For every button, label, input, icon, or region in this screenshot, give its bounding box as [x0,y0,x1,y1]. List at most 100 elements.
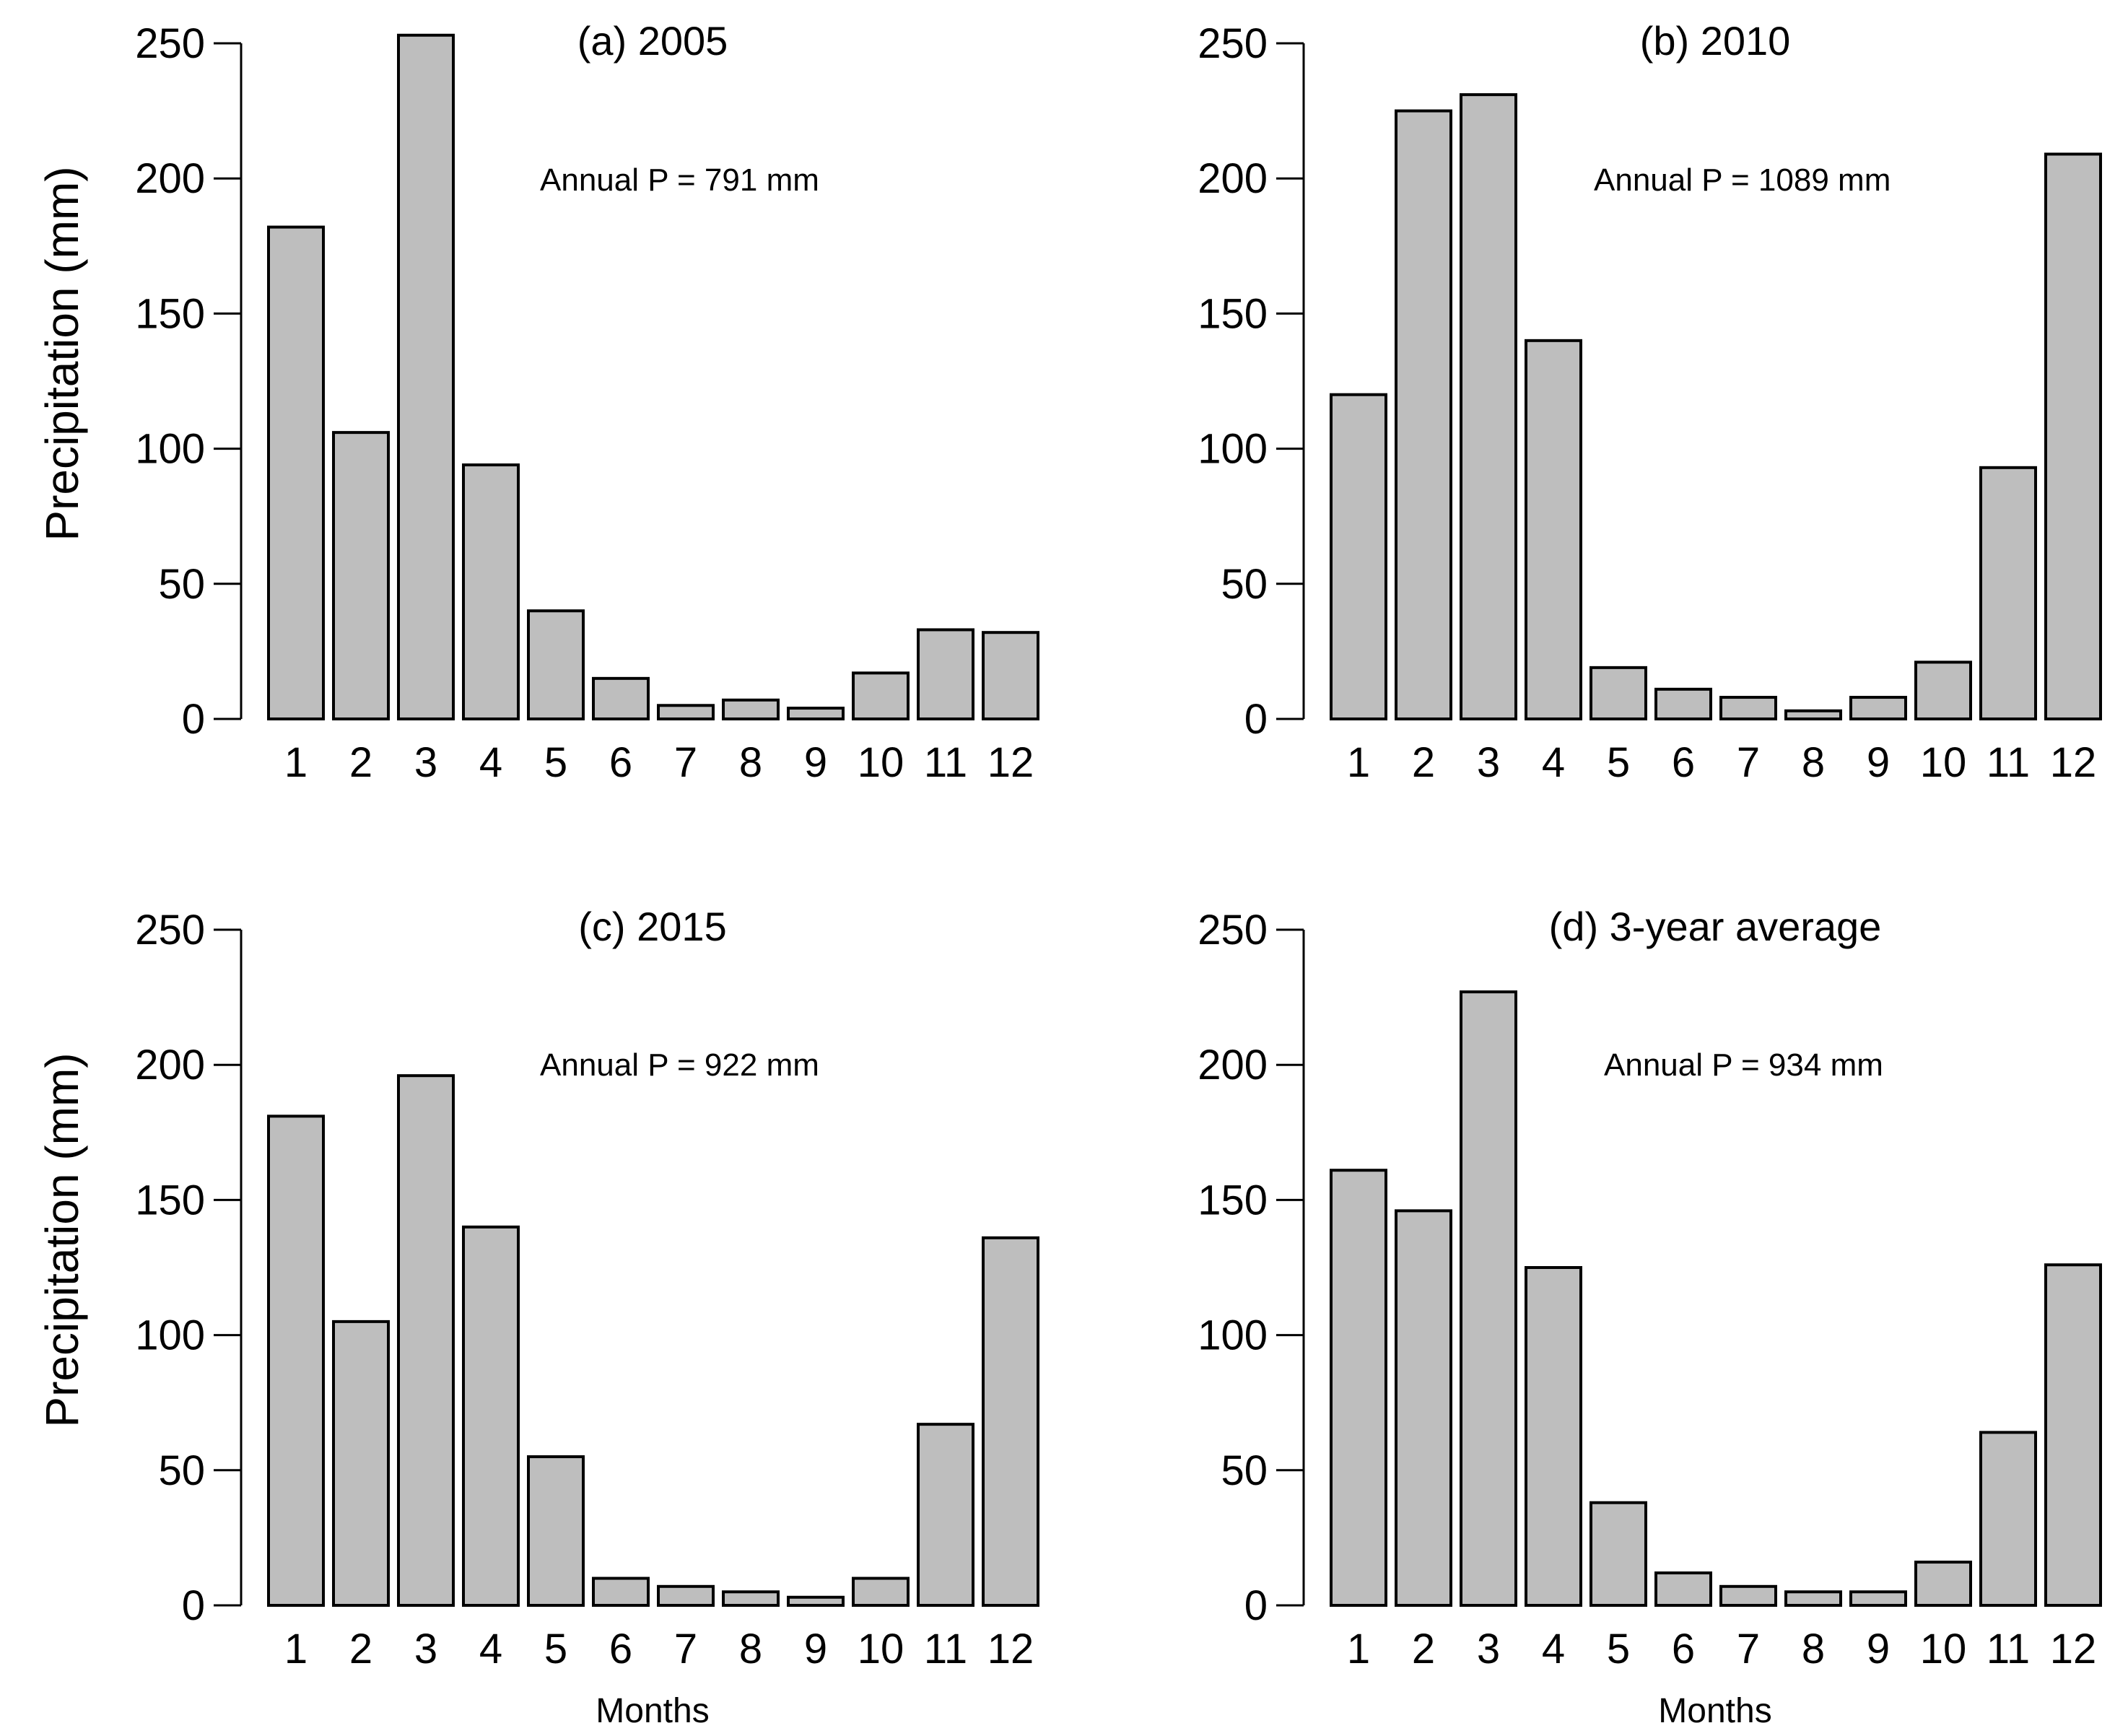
panel-d-x-tick-label: 10 [1920,1626,1967,1672]
panel-d-x-tick-label: 12 [2050,1626,2097,1672]
panel-b-x-tick-label: 7 [1737,739,1760,786]
panel-d-x-tick-label: 11 [1987,1626,2030,1672]
panel-b-x-tick-label: 3 [1477,739,1500,786]
panel-c-y-axis: 0 50 100 150 200 250 [135,907,243,1629]
y-axis-label-bottom: Precipitation (mm) [36,1052,88,1427]
panel-b-bar-8 [1784,709,1842,721]
panel-c-bar-7 [657,1584,715,1607]
panel-a-x-tick-label: 12 [987,739,1034,786]
panel-d-x-tick-label: 3 [1477,1626,1500,1672]
panel-a-y-tick-label: 50 [158,561,205,608]
panel-a-x-tick-label: 7 [674,739,697,786]
panel-d-bar-2 [1395,1209,1452,1607]
panel-b-y-axis: 0 50 100 150 200 250 [1198,20,1305,743]
panel-c-bar-2 [332,1320,390,1607]
panel-c-y-tick-label: 200 [135,1042,205,1089]
panel-d-y-tick-label: 250 [1198,907,1268,954]
panel-c-x-tick-label: 5 [544,1626,567,1672]
panel-b-bar-2 [1395,109,1452,721]
panel-a-x-tick-label: 2 [349,739,372,786]
panel-a-y-tick-label: 150 [135,290,205,337]
panel-a-title: (a) 2005 [577,18,728,64]
panel-a-bar-8 [722,698,780,720]
panel-c-annual-total: Annual P = 922 mm [540,1047,819,1083]
panel-a-bar-10 [852,671,910,720]
panel-b-y-tick-label: 50 [1221,561,1268,608]
panel-d-bar-8 [1784,1590,1842,1608]
panel-d-bar-7 [1719,1584,1777,1607]
panel-d-bar-5 [1590,1501,1647,1608]
panel-d-x-tick-label: 7 [1737,1626,1760,1672]
panel-a-y-tick-label: 200 [135,155,205,202]
panel-d-x-ticks: 1 2 3 4 5 6 7 8 9 10 11 12 [1347,1626,2096,1672]
panel-d-y-axis: 0 50 100 150 200 250 [1198,907,1305,1629]
panel-c-x-tick-label: 1 [284,1626,308,1672]
panel-a-x-tick-label: 8 [739,739,762,786]
panel-d-x-tick-label: 4 [1542,1626,1565,1672]
panel-d-x-tick-label: 1 [1347,1626,1370,1672]
panel-d-bar-9 [1849,1590,1907,1608]
panel-a-y-tick-label: 100 [135,426,205,473]
panel-a-bar-7 [657,704,715,721]
panel-a-x-tick-label: 4 [479,739,502,786]
panel-a-x-tick-label: 10 [858,739,904,786]
panel-a-bar-6 [592,676,650,721]
panel-c-x-tick-label: 6 [609,1626,632,1672]
panel-d-x-tick-label: 6 [1672,1626,1695,1672]
panel-c-x-tick-label: 11 [924,1626,967,1672]
panel-c-x-tick-label: 4 [479,1626,502,1672]
panel-b-bar-7 [1719,696,1777,720]
panel-b-annual-total: Annual P = 1089 mm [1594,162,1891,198]
panel-d-bars [1330,990,2102,1608]
panel-b-y-tick-label: 0 [1244,696,1268,743]
panel-d-y-tick-label: 150 [1198,1177,1268,1224]
panel-b-bar-6 [1654,687,1712,720]
x-axis-label-left: Months [596,1692,709,1730]
panel-d-y-tick-label: 0 [1244,1582,1268,1629]
panel-a-bar-11 [917,628,974,720]
panel-c-bar-9 [787,1595,845,1608]
panel-b-title: (b) 2010 [1640,18,1791,64]
panel-c-bar-10 [852,1576,910,1608]
panel-a-x-tick-label: 1 [284,739,308,786]
panel-b-x-tick-label: 10 [1920,739,1967,786]
panel-a-bar-5 [527,609,585,720]
panel-b-x-tick-label: 6 [1672,739,1695,786]
panel-c-x-tick-label: 8 [739,1626,762,1672]
panel-d-annual-total: Annual P = 934 mm [1604,1047,1883,1083]
panel-c-bar-6 [592,1576,650,1608]
panel-c-bar-4 [462,1225,520,1607]
panel-a-bar-2 [332,431,390,720]
panel-c-x-tick-label: 9 [804,1626,827,1672]
panel-a-x-tick-label: 3 [414,739,437,786]
panel-b-x-tick-label: 8 [1802,739,1825,786]
panel-a-y-axis: 0 50 100 150 200 250 [135,20,243,743]
panel-b-bar-10 [1914,660,1972,720]
y-axis-label-top: Precipitation (mm) [36,166,88,541]
panel-b-bar-3 [1460,93,1517,721]
panel-d-bar-1 [1330,1169,1387,1607]
panel-a-x-ticks: 1 2 3 4 5 6 7 8 9 10 11 12 [284,739,1034,786]
panel-b-x-tick-label: 5 [1607,739,1630,786]
panel-c-x-tick-label: 3 [414,1626,437,1672]
panel-c-y-tick-label: 100 [135,1312,205,1359]
panel-b-bar-1 [1330,393,1387,720]
panel-b-bar-12 [2044,152,2102,720]
panel-a-bar-9 [787,707,845,720]
panel-b-x-tick-label: 9 [1867,739,1890,786]
panel-c-y-tick-label: 250 [135,907,205,954]
panel-c-y-tick-label: 0 [182,1582,205,1629]
panel-b-y-tick-label: 100 [1198,426,1268,473]
panel-a-bar-12 [982,631,1039,721]
panel-d-x-tick-label: 8 [1802,1626,1825,1672]
panel-b-y-tick-label: 200 [1198,155,1268,202]
panel-d-x-tick-label: 2 [1412,1626,1435,1672]
panel-d-x-tick-label: 5 [1607,1626,1630,1672]
panel-c-x-ticks: 1 2 3 4 5 6 7 8 9 10 11 12 [284,1626,1034,1672]
panel-d-bar-6 [1654,1571,1712,1608]
